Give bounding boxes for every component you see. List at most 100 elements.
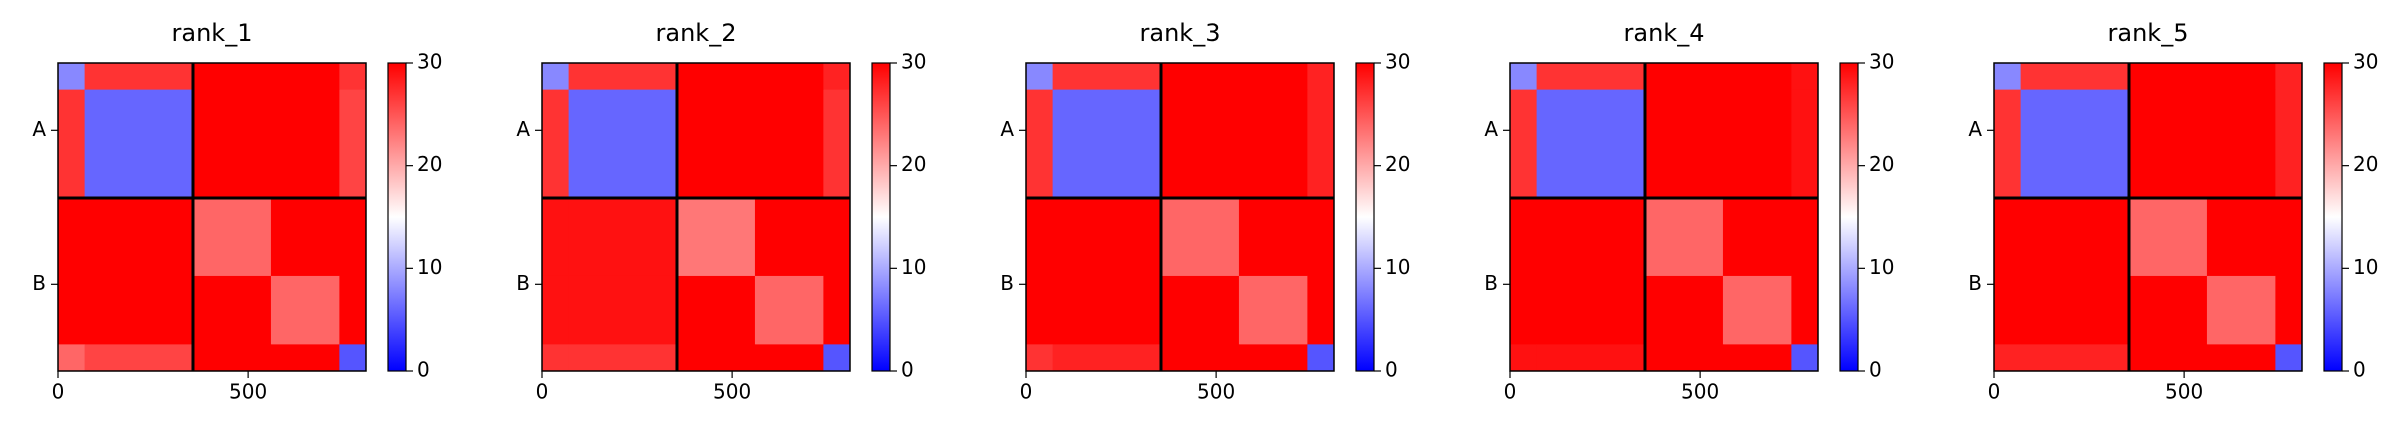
heat-cell — [192, 89, 272, 199]
heat-cell — [1722, 275, 1792, 345]
heat-cell — [1510, 344, 1538, 372]
heat-cell — [754, 197, 824, 277]
heat-cell — [2275, 275, 2303, 345]
heat-cell — [2128, 197, 2208, 277]
heat-cell — [754, 344, 824, 372]
heat-cell — [2020, 275, 2130, 345]
heat-cell — [1052, 197, 1162, 277]
heat-cell — [2128, 89, 2208, 199]
heat-cell — [754, 63, 824, 91]
panel-title: rank_3 — [1140, 19, 1221, 47]
heat-cell — [270, 63, 340, 91]
heat-cell — [1026, 275, 1054, 345]
colorbar-tick-label: 30 — [1869, 50, 1894, 74]
heat-cell — [192, 197, 272, 277]
heat-cell — [568, 63, 678, 91]
heat-cell — [84, 63, 194, 91]
heat-cell — [58, 89, 86, 199]
y-tick-label: B — [1484, 271, 1498, 295]
heat-cell — [1160, 89, 1240, 199]
x-tick-label: 500 — [229, 380, 267, 404]
heat-cell — [542, 275, 570, 345]
colorbar-tick-label: 30 — [1385, 50, 1410, 74]
heat-cell — [1307, 63, 1335, 91]
heat-cell — [1644, 344, 1724, 372]
heat-cell — [1026, 344, 1054, 372]
heat-cell — [1026, 63, 1054, 91]
heat-cell — [2128, 275, 2208, 345]
colorbar-tick-label: 20 — [417, 152, 442, 176]
heat-cell — [84, 89, 194, 199]
heat-cell — [1052, 63, 1162, 91]
heat-cell — [1536, 89, 1646, 199]
colorbar-tick-label: 20 — [2353, 152, 2378, 176]
heat-cell — [823, 344, 851, 372]
heat-cell — [1536, 275, 1646, 345]
heat-cell — [2128, 63, 2208, 91]
x-tick-label: 0 — [1988, 380, 2001, 404]
heat-cell — [676, 275, 756, 345]
heat-cell — [1307, 344, 1335, 372]
x-tick-label: 0 — [536, 380, 549, 404]
heat-cell — [1644, 275, 1724, 345]
heat-cell — [1791, 197, 1819, 277]
colorbar-tick-label: 0 — [1869, 358, 1882, 382]
heat-cell — [823, 197, 851, 277]
y-tick-label: A — [1000, 117, 1014, 141]
heat-cell — [270, 275, 340, 345]
heat-cell — [1026, 197, 1054, 277]
colorbar — [387, 62, 407, 372]
heat-cell — [823, 89, 851, 199]
plot-frame — [57, 62, 367, 372]
colorbar-tick-label: 10 — [901, 255, 926, 279]
heat-cell — [1994, 275, 2022, 345]
y-tick-label: A — [516, 117, 530, 141]
heat-cell — [1160, 344, 1240, 372]
y-tick-label: B — [1000, 271, 1014, 295]
heat-cell — [542, 63, 570, 91]
colorbar-tick-label: 20 — [1385, 152, 1410, 176]
heat-cell — [84, 197, 194, 277]
heat-cell — [1026, 89, 1054, 199]
heat-cell — [1160, 275, 1240, 345]
heat-cell — [754, 275, 824, 345]
heat-cell — [542, 89, 570, 199]
x-tick-label: 500 — [713, 380, 751, 404]
heat-cell — [339, 63, 367, 91]
plot-frame — [1509, 62, 1819, 372]
heat-cell — [1052, 275, 1162, 345]
heat-cell — [339, 344, 367, 372]
heat-cell — [2275, 197, 2303, 277]
heat-cell — [1052, 344, 1162, 372]
colorbar-tick-label: 10 — [417, 255, 442, 279]
heat-cell — [1644, 197, 1724, 277]
heat-cell — [1536, 344, 1646, 372]
colorbar-tick-label: 10 — [1869, 255, 1894, 279]
heat-cell — [58, 275, 86, 345]
heat-cell — [2206, 197, 2276, 277]
heat-cell — [1160, 63, 1240, 91]
heat-cell — [84, 275, 194, 345]
x-tick-label: 0 — [1020, 380, 1033, 404]
heat-cell — [84, 344, 194, 372]
heat-cell — [339, 275, 367, 345]
panel-title: rank_5 — [2108, 19, 2189, 47]
heat-cell — [1510, 63, 1538, 91]
heat-cell — [1536, 63, 1646, 91]
heat-cell — [1644, 89, 1724, 199]
heat-cell — [1238, 197, 1308, 277]
panel-title: rank_1 — [172, 19, 253, 47]
heat-cell — [2275, 344, 2303, 372]
colorbar-tick-label: 30 — [417, 50, 442, 74]
colorbar-tick-label: 10 — [1385, 255, 1410, 279]
heat-cell — [568, 275, 678, 345]
y-tick-label: A — [32, 117, 46, 141]
heat-cell — [1238, 89, 1308, 199]
heat-cell — [1536, 197, 1646, 277]
colorbar — [871, 62, 891, 372]
heat-cell — [1994, 63, 2022, 91]
heat-cell — [1510, 275, 1538, 345]
colorbar-tick-label: 0 — [1385, 358, 1398, 382]
x-tick-label: 0 — [1504, 380, 1517, 404]
